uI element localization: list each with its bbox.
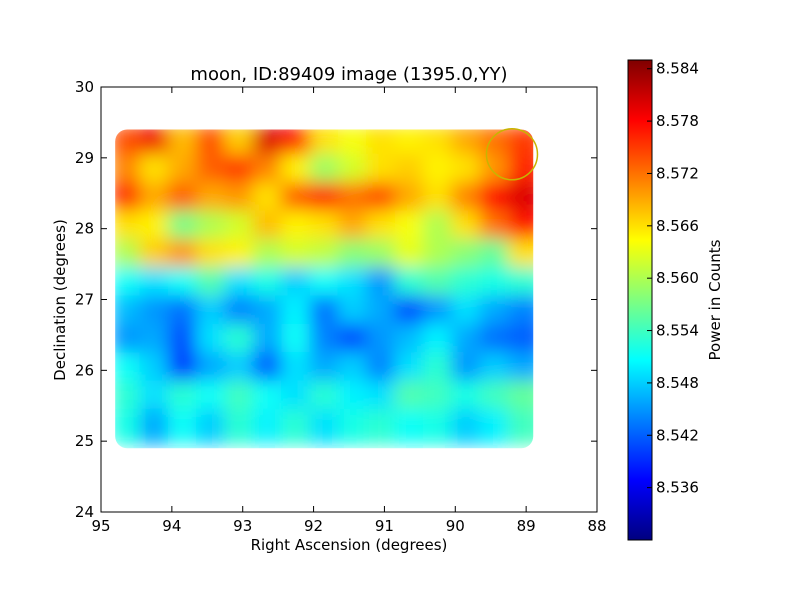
x-tick-label: 90 <box>446 517 465 535</box>
colorbar-label: Power in Counts <box>706 239 724 360</box>
x-tick-label: 91 <box>375 517 394 535</box>
x-axis: 95 94 93 92 91 90 89 88 <box>91 87 607 535</box>
y-tick-label: 27 <box>75 291 94 309</box>
heatmap-cell <box>508 408 534 446</box>
colorbar-tick-label: 8.554 <box>656 322 699 340</box>
colorbar-tick-label: 8.578 <box>656 112 699 130</box>
x-tick-label: 88 <box>587 517 606 535</box>
colorbar-tick-label: 8.536 <box>656 479 699 497</box>
x-tick-label: 92 <box>304 517 323 535</box>
x-tick-label: 94 <box>162 517 181 535</box>
y-tick-label: 25 <box>75 432 94 450</box>
colorbar-tick-label: 8.560 <box>656 269 699 287</box>
colorbar-tick-label: 8.584 <box>656 60 699 78</box>
y-axis-label: Declination (degrees) <box>51 219 69 381</box>
y-tick-label: 24 <box>75 503 94 521</box>
source-marker-circle <box>485 128 539 181</box>
colorbar-tick-label: 8.548 <box>656 374 699 392</box>
chart-title: moon, ID:89409 image (1395.0,YY) <box>190 64 507 85</box>
y-tick-label: 30 <box>75 78 94 96</box>
colorbar-tick-label: 8.572 <box>656 164 699 182</box>
y-tick-label: 29 <box>75 149 94 167</box>
x-tick-label: 95 <box>91 517 110 535</box>
colorbar-ticks: 8.536 8.542 8.548 8.554 8.560 8.566 8.572 8.578… <box>647 60 699 497</box>
colorbar-tick-label: 8.566 <box>656 217 699 235</box>
x-axis-label: Right Ascension (degrees) <box>251 536 448 554</box>
y-axis: 24 25 26 27 28 29 30 <box>75 78 597 521</box>
y-tick-label: 26 <box>75 361 94 379</box>
heatmap-image <box>115 129 534 446</box>
x-tick-label: 89 <box>517 517 536 535</box>
x-tick-label: 93 <box>233 517 252 535</box>
colorbar <box>627 59 653 541</box>
colorbar-tick-label: 8.542 <box>656 426 699 444</box>
y-tick-label: 28 <box>75 220 94 238</box>
